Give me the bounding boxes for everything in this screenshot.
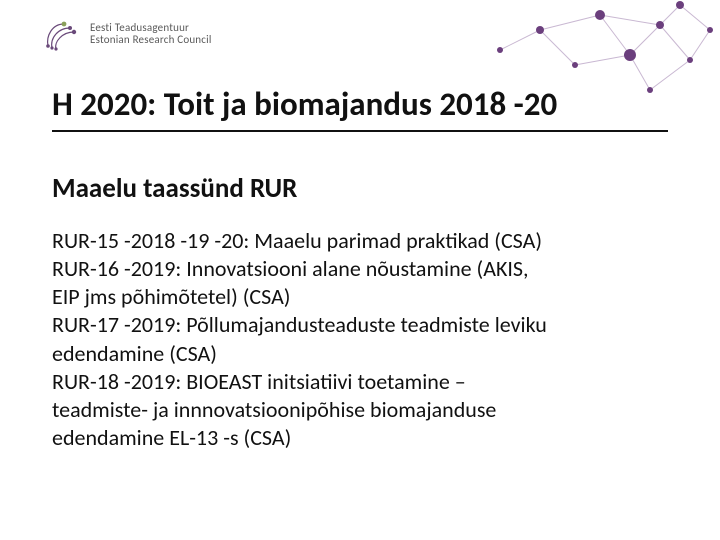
slide-title: H 2020: Toit ja biomajandus 2018 -20 xyxy=(52,84,668,132)
logo: Eesti Teadusagentuur Estonian Research C… xyxy=(42,16,212,52)
logo-line2: Estonian Research Council xyxy=(90,34,212,46)
logo-mark-icon xyxy=(42,16,82,52)
logo-text: Eesti Teadusagentuur Estonian Research C… xyxy=(90,22,212,45)
body-line: RUR-18 -2019: BIOEAST initsiatiivi toeta… xyxy=(52,368,668,396)
slide-content: H 2020: Toit ja biomajandus 2018 -20 Maa… xyxy=(52,84,668,452)
body-line: teadmiste- ja innnovatsioonipõhise bioma… xyxy=(52,396,668,424)
body-line: RUR-15 -2018 -19 -20: Maaelu parimad pra… xyxy=(52,227,668,255)
slide-body: RUR-15 -2018 -19 -20: Maaelu parimad pra… xyxy=(52,227,668,452)
body-line: RUR-17 -2019: Põllumajandusteaduste tead… xyxy=(52,311,668,339)
body-line: edendamine (CSA) xyxy=(52,340,668,368)
body-line: EIP jms põhimõtetel) (CSA) xyxy=(52,283,668,311)
slide-subtitle: Maaelu taassünd RUR xyxy=(52,172,668,205)
body-line: RUR-16 -2019: Innovatsiooni alane nõusta… xyxy=(52,255,668,283)
body-line: edendamine EL-13 -s (CSA) xyxy=(52,424,668,452)
